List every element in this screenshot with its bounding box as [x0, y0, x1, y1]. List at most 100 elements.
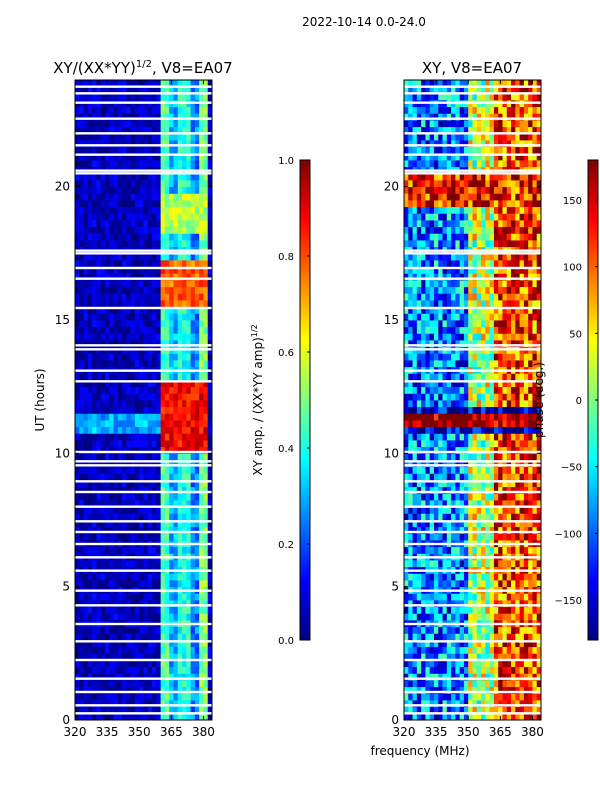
- heatmap-cell: [156, 506, 162, 514]
- heatmap-cell: [83, 713, 89, 721]
- heatmap-cell: [485, 673, 491, 681]
- heatmap-cell: [203, 240, 209, 248]
- heatmap-cell: [156, 173, 162, 181]
- heatmap-cell: [79, 186, 84, 194]
- heatmap-cell: [152, 106, 157, 114]
- heatmap-cell: [493, 653, 499, 661]
- heatmap-cell: [147, 80, 153, 88]
- heatmap-cell: [75, 513, 80, 521]
- heatmap-cell: [122, 460, 127, 468]
- heatmap-cell: [87, 333, 93, 341]
- heatmap-cell: [203, 420, 209, 428]
- heatmap-cell: [468, 400, 473, 408]
- heatmap-cell: [481, 486, 486, 494]
- heatmap-cell: [117, 473, 123, 481]
- heatmap-cell: [203, 286, 209, 294]
- heatmap-cell: [139, 506, 144, 514]
- heatmap-cell: [117, 606, 123, 614]
- heatmap-cell: [416, 380, 422, 388]
- heatmap-cell: [75, 80, 80, 88]
- heatmap-cell: [421, 486, 426, 494]
- heatmap-cell: [523, 600, 529, 608]
- heatmap-cell: [425, 573, 431, 581]
- heatmap-cell: [117, 106, 123, 114]
- heatmap-cell: [459, 373, 465, 381]
- heatmap-cell: [182, 140, 187, 148]
- heatmap-cell: [160, 660, 166, 668]
- heatmap-cell: [493, 386, 499, 394]
- heatmap-cell: [481, 560, 486, 568]
- heatmap-cell: [92, 120, 97, 128]
- heatmap-cell: [485, 606, 491, 614]
- heatmap-cell: [173, 600, 179, 608]
- heatmap-cell: [126, 453, 132, 461]
- heatmap-cell: [147, 680, 153, 688]
- heatmap-cell: [416, 386, 422, 394]
- heatmap-cell: [438, 680, 443, 688]
- heatmap-cell: [134, 93, 140, 101]
- heatmap-cell: [186, 173, 191, 181]
- heatmap-cell: [455, 533, 461, 541]
- heatmap-cell: [160, 640, 166, 648]
- heatmap-cell: [493, 513, 499, 521]
- heatmap-cell: [117, 613, 123, 621]
- heatmap-cell: [408, 526, 413, 534]
- heatmap-cell: [117, 513, 123, 521]
- heatmap-cell: [463, 560, 469, 568]
- heatmap-cell: [83, 140, 89, 148]
- heatmap-cell: [421, 386, 426, 394]
- heatmap-cell: [152, 633, 157, 641]
- heatmap-cell: [186, 113, 191, 121]
- heatmap-cell: [493, 700, 499, 708]
- heatmap-cell: [182, 646, 187, 654]
- heatmap-cell: [536, 493, 542, 501]
- heatmap-cell: [190, 680, 196, 688]
- heatmap-cell: [92, 400, 97, 408]
- heatmap-cell: [498, 560, 503, 568]
- heatmap-cell: [493, 660, 499, 668]
- heatmap-cell: [100, 186, 106, 194]
- heatmap-cell: [147, 173, 153, 181]
- heatmap-cell: [425, 480, 431, 488]
- heatmap-cell: [117, 320, 123, 328]
- heatmap-cell: [438, 406, 443, 414]
- heatmap-cell: [502, 700, 508, 708]
- heatmap-cell: [156, 113, 162, 121]
- heatmap-cell: [164, 106, 170, 114]
- heatmap-cell: [412, 520, 418, 528]
- heatmap-cell: [421, 426, 426, 434]
- heatmap-cell: [412, 506, 418, 514]
- heatmap-cell: [528, 626, 533, 634]
- heatmap-cell: [412, 333, 418, 341]
- heatmap-cell: [160, 666, 166, 674]
- heatmap-cell: [173, 686, 179, 694]
- heatmap-cell: [425, 593, 431, 601]
- heatmap-cell: [134, 280, 140, 288]
- heatmap-cell: [412, 373, 418, 381]
- heatmap-cell: [79, 106, 84, 114]
- heatmap-cell: [160, 380, 166, 388]
- heatmap-cell: [493, 626, 499, 634]
- heatmap-cell: [468, 506, 473, 514]
- heatmap-cell: [130, 173, 136, 181]
- heatmap-cell: [160, 360, 166, 368]
- heatmap-cell: [79, 353, 84, 361]
- heatmap-cell: [425, 500, 431, 508]
- heatmap-cell: [164, 120, 170, 128]
- heatmap-cell: [130, 680, 136, 688]
- heatmap-cell: [446, 633, 452, 641]
- heatmap-cell: [160, 560, 166, 568]
- heatmap-cell: [87, 406, 93, 414]
- heatmap-cell: [139, 340, 144, 348]
- heatmap-cell: [433, 606, 439, 614]
- heatmap-cell: [177, 213, 183, 221]
- heatmap-cell: [164, 520, 170, 528]
- heatmap-cell: [207, 266, 213, 274]
- heatmap-cell: [199, 493, 204, 501]
- heatmap-cell: [177, 606, 183, 614]
- heatmap-cell: [408, 440, 413, 448]
- heatmap-cell: [156, 686, 162, 694]
- heatmap-cell: [182, 226, 187, 234]
- heatmap-cell: [75, 333, 80, 341]
- heatmap-cell: [117, 400, 123, 408]
